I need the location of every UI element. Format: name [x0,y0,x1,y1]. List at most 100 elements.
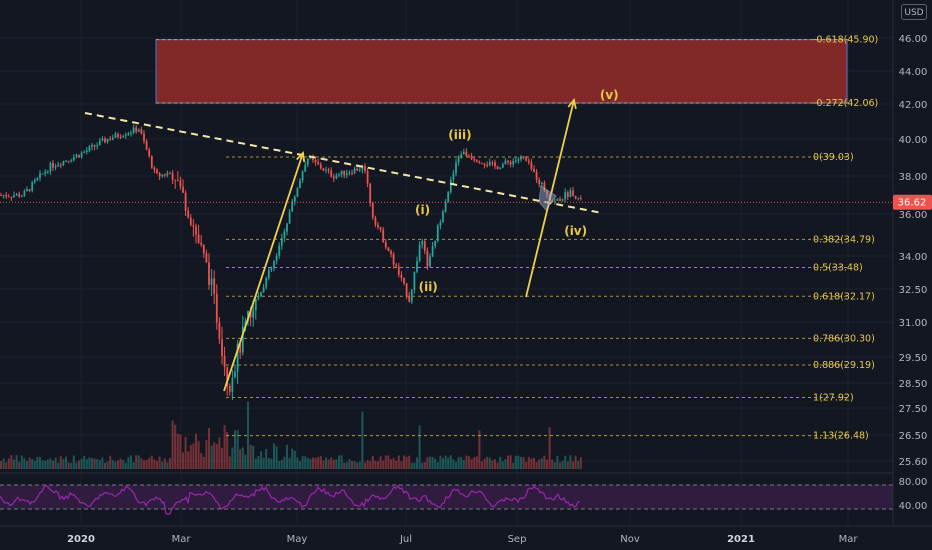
time-tick-label: Mar [172,534,192,545]
candle-body [59,164,62,166]
candle-body [234,371,236,378]
volume-bar [106,461,109,469]
candle-body [577,198,580,200]
candle-body [18,193,21,197]
candle-body [377,224,379,228]
volume-bar [353,461,356,469]
candle-body [564,192,567,200]
volume-bar [104,462,106,469]
candle-body [460,154,463,157]
volume-bar [270,458,273,469]
candle-body [62,161,65,166]
volume-bar [187,451,190,469]
candle-body [496,166,499,169]
volume-bar [200,453,203,469]
resistance-trendline[interactable] [84,112,603,214]
candle-body [403,277,405,284]
candle-body [257,296,260,299]
volume-bar [525,462,528,469]
wave-label: (iii) [448,128,471,142]
volume-bar [41,460,44,469]
volume-bar [75,462,78,469]
volume-bar [566,461,569,469]
candle-body [522,156,525,158]
candle-body [483,163,486,166]
candle-body [52,163,54,168]
volume-bar [306,457,309,469]
candle-body [101,138,104,141]
volume-bar [530,458,533,469]
price-tick-label: 44.00 [899,67,928,78]
candle-body [494,162,496,167]
volume-bar [182,452,184,469]
target-zone-rect [155,39,848,104]
volume-bar [288,457,291,469]
pattern-marker[interactable] [538,185,557,211]
volume-bar [234,430,236,469]
volume-bar [486,456,489,469]
candle-body [340,170,343,175]
volume-bar [46,459,49,469]
volume-bar [153,459,156,469]
candle-body [527,160,530,163]
currency-badge[interactable]: USD [901,4,927,20]
volume-bar [254,458,257,469]
candle-body [353,168,356,174]
candle-body [137,129,140,132]
candle-body [169,173,171,175]
price-axis-panel [893,0,932,550]
volume-bar [343,462,346,469]
candle-body [70,160,73,162]
volume-bar [145,459,148,469]
candle-body [85,150,88,152]
volume-bar [546,459,548,469]
volume-bar [109,455,112,469]
volume-bar [579,457,582,469]
candle-body [436,225,439,242]
price-tick-label: 38.00 [899,172,928,183]
volume-bar [23,458,26,469]
candle-body [122,136,125,138]
candle-body [7,196,10,198]
candle-body [286,223,288,232]
time-axis-panel [0,526,932,550]
volume-bar [192,443,195,469]
candle-body [304,164,307,172]
volume-bar [473,457,476,469]
volume-bar [257,455,260,469]
volume-bar [226,432,229,469]
candle-body [210,278,213,285]
volume-bar [283,456,286,469]
candle-body [390,250,392,254]
volume-bar [512,462,515,469]
candle-body [197,234,200,243]
volume-bar [322,460,325,469]
volume-bar [49,458,52,469]
candle-body [504,160,507,165]
projection-arrow[interactable] [223,152,304,392]
volume-bar [158,456,161,469]
candle-body [533,168,535,172]
candle-body [382,229,385,243]
candle-body [44,171,47,174]
candle-body [397,266,400,275]
volume-bar [522,457,525,469]
candle-body [205,253,208,263]
candle-body [275,255,278,262]
volume-bar [132,462,135,469]
candle-body [309,157,312,159]
price-candles [0,124,582,400]
candle-body [218,322,221,340]
candle-body [314,159,317,163]
candle-body [140,129,143,134]
candle-body [473,159,476,161]
last-price-marker: 36.62 [0,194,932,210]
candle-body [215,293,218,323]
volume-bar [78,460,80,469]
candle-body [429,256,431,267]
candle-body [512,160,515,165]
rsi-line [0,484,581,515]
candle-body [514,160,517,162]
volume-bar [13,459,15,469]
candle-body [559,198,561,201]
